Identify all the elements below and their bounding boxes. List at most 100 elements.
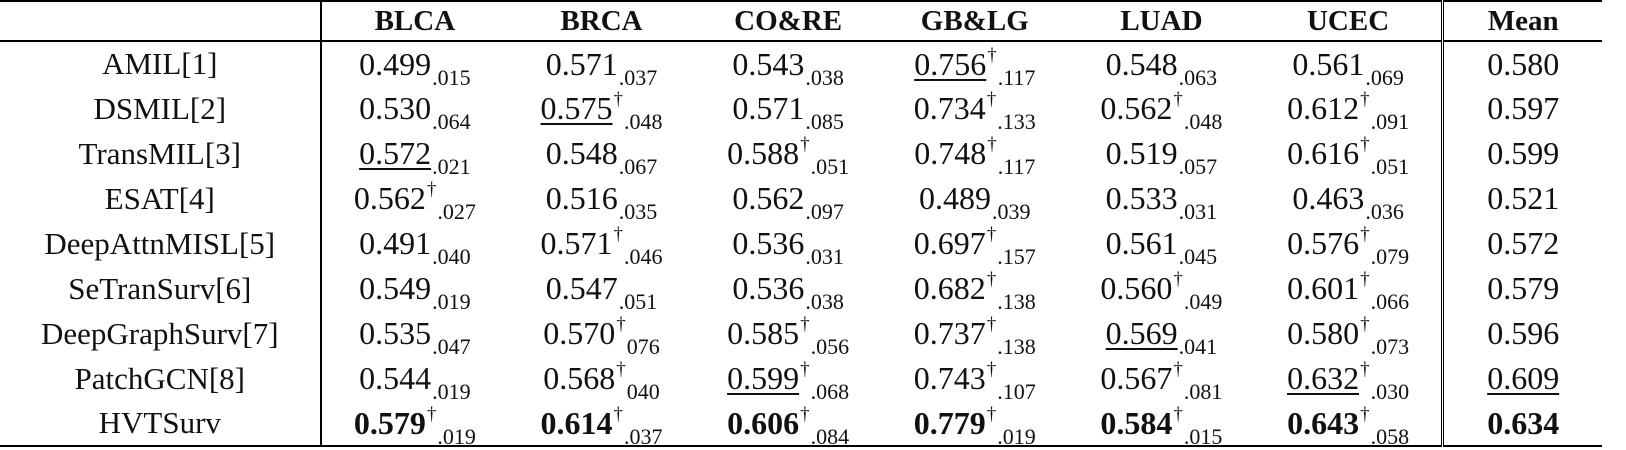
score-mean: 0.576 bbox=[1287, 225, 1360, 261]
score-value-group: 0.576†.079 bbox=[1287, 224, 1409, 269]
score-value-group: 0.748†.117 bbox=[914, 134, 1035, 179]
mean-cell: 0.597 bbox=[1441, 86, 1602, 131]
score-std: .133 bbox=[997, 109, 1036, 134]
method-name: TransMIL[3] bbox=[0, 131, 322, 176]
score-mean: 0.734 bbox=[913, 90, 986, 126]
score-mean: 0.530 bbox=[359, 90, 432, 126]
score-mean: 0.612 bbox=[1287, 90, 1360, 126]
score-cell: 0.489.039 bbox=[881, 176, 1068, 224]
score-std: .049 bbox=[1183, 289, 1223, 314]
score-value-group: 0.599†.068 bbox=[727, 359, 849, 404]
score-cell: 0.533.031 bbox=[1068, 176, 1255, 224]
mean-value: 0.572 bbox=[1487, 225, 1560, 261]
score-cell: 0.697†.157 bbox=[881, 221, 1068, 269]
score-mean: 0.570 bbox=[543, 315, 616, 351]
score-cell: 0.530.064 bbox=[321, 86, 509, 134]
method-name: DSMIL[2] bbox=[0, 86, 322, 131]
score-cell: 0.560†.049 bbox=[1068, 266, 1255, 314]
score-mean: 0.533 bbox=[1105, 180, 1178, 216]
score-cell: 0.499.015 bbox=[321, 41, 509, 90]
score-mean: 0.516 bbox=[545, 180, 618, 216]
score-cell: 0.743†.107 bbox=[881, 356, 1068, 404]
dagger-marker: † bbox=[616, 314, 626, 335]
score-cell: 0.536.038 bbox=[695, 266, 882, 314]
score-value-group: 0.571.037 bbox=[546, 46, 658, 90]
dagger-marker: † bbox=[1360, 314, 1370, 335]
method-name: DeepGraphSurv[7] bbox=[0, 311, 322, 356]
mean-cell: 0.521 bbox=[1441, 176, 1602, 221]
dagger-marker: † bbox=[1173, 359, 1183, 380]
score-value-group: 0.562†.027 bbox=[354, 179, 476, 224]
method-name: AMIL[1] bbox=[0, 41, 322, 86]
score-value-group: 0.549.019 bbox=[359, 270, 471, 314]
score-value-group: 0.544.019 bbox=[359, 360, 471, 404]
table-header: BLCA BRCA CO&RE GB&LG LUAD UCEC Mean bbox=[0, 1, 1602, 41]
header-row: BLCA BRCA CO&RE GB&LG LUAD UCEC Mean bbox=[0, 1, 1602, 41]
score-value-group: 0.536.031 bbox=[732, 225, 844, 269]
dagger-marker: † bbox=[1360, 224, 1370, 245]
score-std: .037 bbox=[618, 64, 658, 90]
score-cell: 0.756†.117 bbox=[881, 41, 1068, 90]
score-cell: 0.601†.066 bbox=[1254, 266, 1444, 314]
header-luad: LUAD bbox=[1120, 4, 1203, 37]
score-std: .066 bbox=[1370, 289, 1410, 314]
score-mean: 0.585 bbox=[727, 315, 800, 351]
score-std: .038 bbox=[805, 64, 844, 90]
table-row: HVTSurv 0.579†.019 0.614†.037 0.606†.084 0.7… bbox=[0, 401, 1602, 449]
score-value-group: 0.734†.133 bbox=[913, 89, 1036, 134]
score-mean: 0.601 bbox=[1287, 270, 1360, 306]
score-mean: 0.519 bbox=[1105, 135, 1178, 171]
mean-value: 0.596 bbox=[1487, 315, 1560, 351]
score-value-group: 0.533.031 bbox=[1105, 180, 1218, 224]
score-cell: 0.570†076 bbox=[508, 311, 695, 359]
score-value-group: 0.575†.048 bbox=[541, 89, 663, 134]
score-mean: 0.536 bbox=[732, 270, 805, 306]
score-value-group: 0.571†.046 bbox=[541, 224, 663, 269]
score-value-group: 0.682†.138 bbox=[914, 269, 1036, 314]
score-mean: 0.606 bbox=[727, 404, 800, 441]
score-std: .040 bbox=[432, 244, 471, 269]
dagger-marker: † bbox=[800, 134, 810, 155]
score-cell: 0.547.051 bbox=[508, 266, 695, 314]
score-std: .038 bbox=[805, 289, 844, 314]
score-mean: 0.489 bbox=[919, 180, 992, 216]
score-std: .068 bbox=[810, 379, 850, 404]
score-std: .048 bbox=[624, 109, 663, 134]
mean-value: 0.597 bbox=[1487, 90, 1560, 126]
score-std: .047 bbox=[432, 334, 471, 359]
score-cell: 0.779†.019 bbox=[881, 401, 1068, 449]
score-cell: 0.567†.081 bbox=[1068, 356, 1255, 404]
score-std: .081 bbox=[1183, 379, 1223, 404]
score-value-group: 0.561.045 bbox=[1105, 225, 1218, 269]
score-cell: 0.588†.051 bbox=[695, 131, 882, 179]
score-cell: 0.571†.046 bbox=[508, 221, 695, 269]
score-cell: 0.549.019 bbox=[321, 266, 509, 314]
score-value-group: 0.585†.056 bbox=[727, 314, 849, 359]
score-std: .041 bbox=[1178, 334, 1218, 359]
score-cell: 0.737†.138 bbox=[881, 311, 1068, 359]
score-mean: 0.571 bbox=[732, 90, 805, 126]
score-mean: 0.779 bbox=[913, 404, 986, 441]
score-cell: 0.569.041 bbox=[1068, 311, 1255, 359]
score-mean: 0.562 bbox=[732, 180, 805, 216]
score-mean: 0.572 bbox=[359, 135, 432, 171]
score-cell: 0.491.040 bbox=[321, 221, 509, 269]
score-mean: 0.561 bbox=[1105, 225, 1178, 261]
score-value-group: 0.499.015 bbox=[359, 46, 471, 90]
score-value-group: 0.562.097 bbox=[732, 180, 844, 224]
score-std: .031 bbox=[1178, 199, 1218, 224]
score-cell: 0.682†.138 bbox=[881, 266, 1068, 314]
score-cell: 0.568†040 bbox=[508, 356, 695, 404]
score-std: .019 bbox=[437, 423, 476, 449]
dagger-marker: † bbox=[1360, 269, 1370, 290]
score-cell: 0.580†.073 bbox=[1254, 311, 1444, 359]
dagger-marker: † bbox=[1360, 134, 1370, 155]
score-cell: 0.535.047 bbox=[321, 311, 509, 359]
score-cell: 0.616†.051 bbox=[1254, 131, 1444, 179]
dagger-marker: † bbox=[986, 314, 997, 335]
score-value-group: 0.560†.049 bbox=[1100, 269, 1222, 314]
score-std: .051 bbox=[810, 154, 850, 179]
score-value-group: 0.463.036 bbox=[1292, 180, 1404, 224]
table-row: ESAT[4] 0.562†.027 0.516.035 0.562.097 0.489… bbox=[0, 176, 1602, 224]
